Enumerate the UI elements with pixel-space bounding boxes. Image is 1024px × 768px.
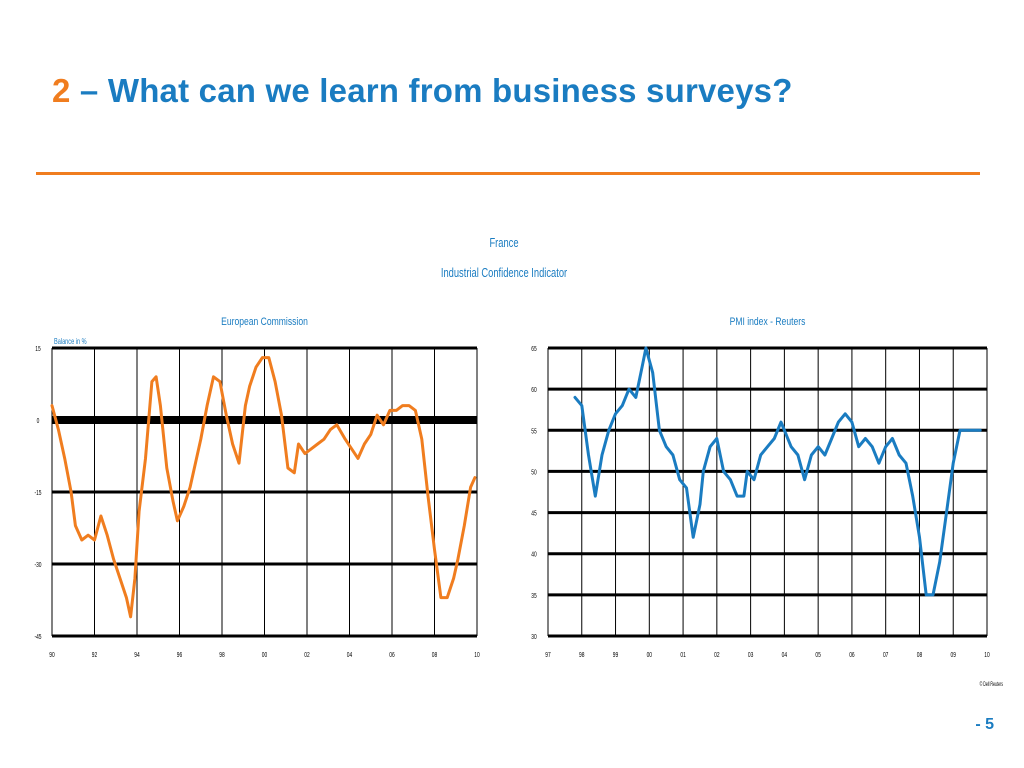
x-tick-label: 02 <box>714 652 720 659</box>
y-tick-label: 60 <box>531 388 537 395</box>
figure-title-line1: France <box>489 237 518 251</box>
x-tick-label: 10 <box>474 652 480 659</box>
y-tick-label: 50 <box>531 470 537 477</box>
x-tick-label: 04 <box>347 652 353 659</box>
series-line <box>50 356 477 619</box>
x-tick-label: 94 <box>134 652 140 659</box>
x-tick-label: 06 <box>849 652 855 659</box>
y-tick-label: 55 <box>531 429 537 436</box>
y-tick-label: 40 <box>531 552 537 559</box>
x-tick-label: 00 <box>262 652 268 659</box>
y-axis-label: Balance in % <box>54 338 87 346</box>
figure-title-line2: Industrial Confidence Indicator <box>441 267 567 281</box>
chart-pmi-index: PMI index - Reuters 97 98 99 00 01 02 03 04 05 06 0… <box>531 316 1003 688</box>
x-tick-label: 06 <box>389 652 395 659</box>
x-tick-label: 02 <box>304 652 310 659</box>
x-tick-label: 00 <box>647 652 653 659</box>
x-tick-label: 90 <box>49 652 55 659</box>
title-number: 2 <box>52 72 71 109</box>
x-tick-label: 10 <box>984 652 990 659</box>
x-tick-label: 09 <box>951 652 957 659</box>
y-tick-label: 45 <box>531 511 537 518</box>
x-tick-label: 05 <box>815 652 821 659</box>
y-tick-label: -30 <box>34 562 42 569</box>
y-tick-label: -45 <box>34 634 42 641</box>
x-tick-label: 08 <box>432 652 438 659</box>
y-tick-label: -15 <box>34 490 42 497</box>
x-tick-label: 99 <box>613 652 619 659</box>
y-tick-label: 65 <box>531 346 537 353</box>
chart-title: European Commission <box>221 316 308 328</box>
source-note: © Dell Reuters <box>980 680 1004 688</box>
y-tick-label: 30 <box>531 634 537 641</box>
chart-title: PMI index - Reuters <box>730 316 806 328</box>
y-tick-label: 0 <box>37 418 40 425</box>
x-tick-label: 07 <box>883 652 889 659</box>
x-tick-label: 03 <box>748 652 754 659</box>
y-tick-label: 15 <box>35 346 41 353</box>
x-tick-label: 98 <box>219 652 225 659</box>
x-tick-label: 92 <box>92 652 98 659</box>
title-divider <box>36 172 980 175</box>
series-line <box>573 346 982 597</box>
slide-title: 2 – What can we learn from business surv… <box>52 72 793 110</box>
title-text: – What can we learn from business survey… <box>70 72 793 109</box>
x-tick-label: 98 <box>579 652 585 659</box>
page-number: - 5 <box>975 716 994 733</box>
x-tick-label: 01 <box>680 652 686 659</box>
chart-european-commission: European Commission Balance in % 90 92 94 96 9… <box>34 316 480 659</box>
x-tick-label: 97 <box>545 652 551 659</box>
x-tick-label: 96 <box>177 652 183 659</box>
x-tick-label: 04 <box>782 652 788 659</box>
x-tick-label: 08 <box>917 652 923 659</box>
y-tick-label: 35 <box>531 593 537 600</box>
